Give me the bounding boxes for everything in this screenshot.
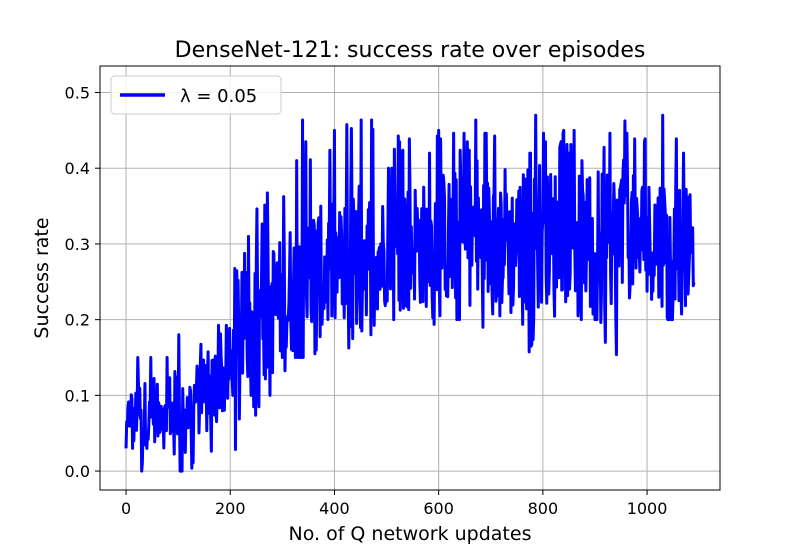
legend-label: λ = 0.05 — [180, 86, 257, 107]
y-axis-label: Success rate — [31, 217, 53, 338]
series-line — [124, 113, 696, 473]
x-axis: 0 200 400 600 800 1000 — [121, 490, 667, 518]
x-tick-label: 400 — [319, 499, 350, 518]
y-tick-label: 0.1 — [65, 386, 90, 405]
legend-box — [110, 75, 282, 115]
x-tick-label: 600 — [423, 499, 454, 518]
chart-title: DenseNet-121: success rate over episodes — [175, 38, 646, 63]
plot-area — [124, 113, 696, 473]
y-axis: 0.0 0.1 0.2 0.3 0.4 0.5 — [65, 84, 100, 481]
y-tick-label: 0.2 — [65, 311, 90, 330]
x-tick-label: 0 — [121, 499, 131, 518]
y-tick-label: 0.3 — [65, 235, 90, 254]
x-axis-label: No. of Q network updates — [289, 523, 532, 545]
axes-frame — [99, 65, 721, 491]
x-tick-label: 800 — [528, 499, 559, 518]
y-tick-label: 0.0 — [65, 462, 90, 481]
y-tick-label: 0.4 — [65, 159, 90, 178]
x-tick-label: 200 — [215, 499, 246, 518]
legend: λ = 0.05 — [110, 75, 282, 115]
y-tick-label: 0.5 — [65, 84, 90, 103]
x-tick-label: 1000 — [627, 499, 668, 518]
